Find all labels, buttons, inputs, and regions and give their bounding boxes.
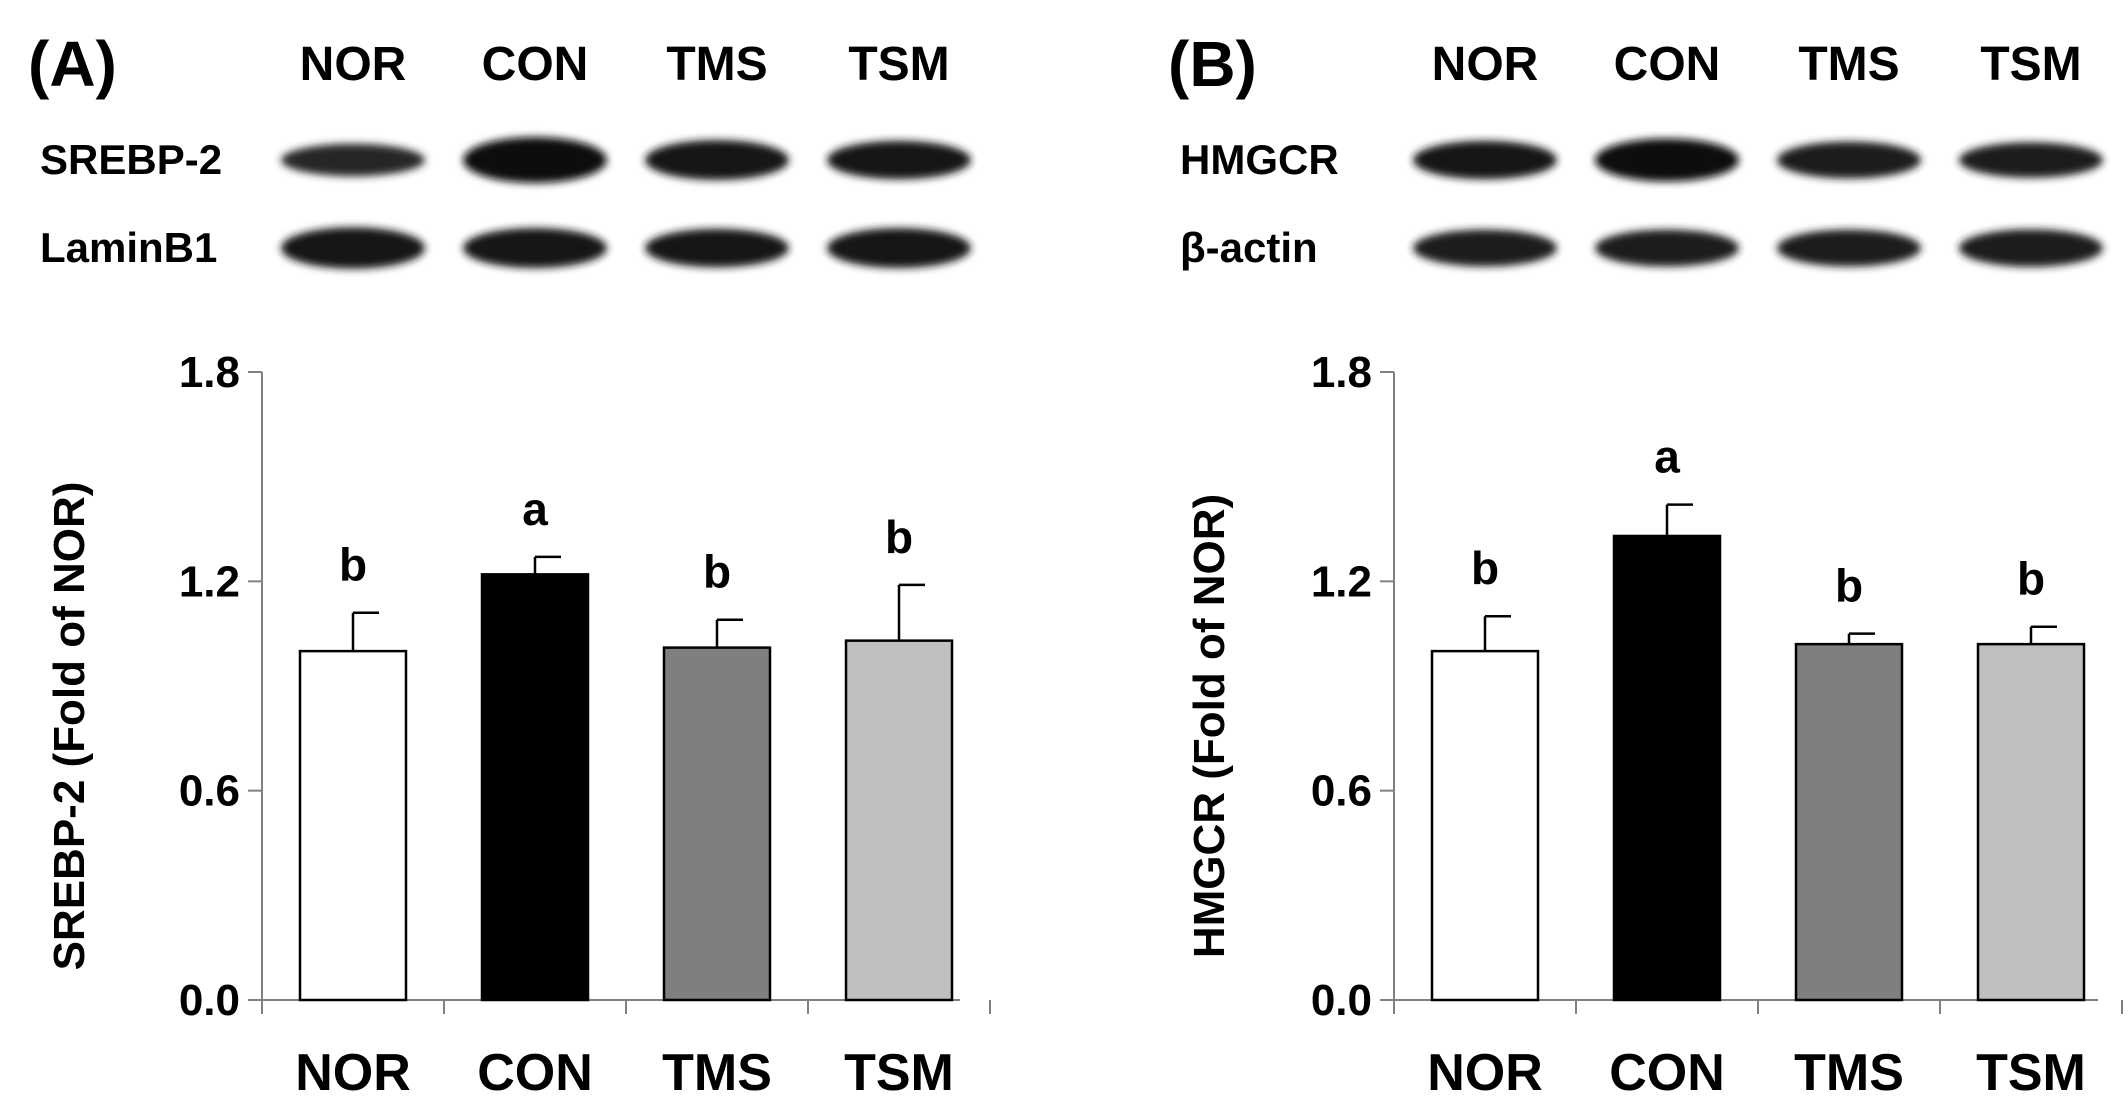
bar-con [1612,534,1722,1002]
blot-band [281,143,425,177]
x-category-label: NOR [295,1044,411,1102]
significance-letter: b [1471,542,1499,594]
bar-con [480,573,590,1002]
y-axis-label: SREBP-2 (Fold of NOR) [45,482,94,971]
blot-band [1959,229,2103,267]
blot-lane-label: TMS [666,38,767,91]
blot-row-label: SREBP-2 [40,136,222,183]
x-category-label: TSM [1976,1044,2086,1102]
y-tick-label: 1.8 [179,348,240,397]
y-tick-label: 0.0 [179,976,240,1025]
blot-band [281,227,425,269]
panel-a: (A) NOR CON TMS TSM SREBP-2 LaminB1 0.0 0.6 1.2 1.… [28,28,991,1102]
blot-band [645,140,789,180]
blot-band [1777,141,1921,179]
blot-lane-label: CON [1614,38,1721,91]
panel-label: (A) [28,28,117,100]
blot-row-label: β-actin [1180,224,1318,271]
blot-band [1413,229,1557,267]
blot-lane-label: CON [482,38,589,91]
blot-band [463,137,607,183]
y-tick-label: 1.2 [179,557,240,606]
blot-band [827,140,971,180]
blot-lane-label: NOR [300,38,407,91]
significance-letter: b [2017,553,2045,605]
bar-tms [1794,642,1904,1002]
blot-lane-label: NOR [1432,38,1539,91]
blot-band [1413,140,1557,180]
blot-band [645,228,789,268]
y-tick-label: 0.6 [179,767,240,816]
blot-band [1595,229,1739,267]
significance-letter: a [1654,431,1680,483]
blot-lane-label: TSM [1980,38,2081,91]
y-tick-label: 1.8 [1311,348,1372,397]
blot-band [1595,138,1739,182]
blot-lane-label: TSM [848,38,949,91]
y-tick-label: 1.2 [1311,557,1372,606]
significance-letter: b [1835,560,1863,612]
blot-band [1777,229,1921,267]
x-category-label: TSM [844,1044,954,1102]
y-tick-label: 0.0 [1311,976,1372,1025]
blot-row-label: LaminB1 [40,224,217,271]
x-category-label: CON [1609,1044,1725,1102]
x-category-label: TMS [1794,1044,1904,1102]
significance-letter: b [703,546,731,598]
blot-lane-label: TMS [1798,38,1899,91]
bar-nor [1430,649,1540,1002]
x-category-label: NOR [1427,1044,1543,1102]
y-tick-label: 0.6 [1311,767,1372,816]
x-category-label: CON [477,1044,593,1102]
blot-band [1959,142,2103,178]
panel-label: (B) [1168,28,1257,100]
blot-band [827,228,971,268]
y-axis-label: HMGCR (Fold of NOR) [1185,494,1234,958]
bar-tsm [844,639,954,1002]
significance-letter: b [339,539,367,591]
blot-band [463,228,607,268]
x-category-label: TMS [662,1044,772,1102]
bar-tsm [1976,642,2086,1002]
significance-letter: a [522,483,548,535]
blot-row-label: HMGCR [1180,136,1339,183]
significance-letter: b [885,511,913,563]
bar-tms [662,646,772,1002]
panel-b: (B) NOR CON TMS TSM HMGCR β-actin 0.0 0.6 1.2 1.8 H… [1168,28,2123,1102]
bar-nor [298,649,408,1002]
